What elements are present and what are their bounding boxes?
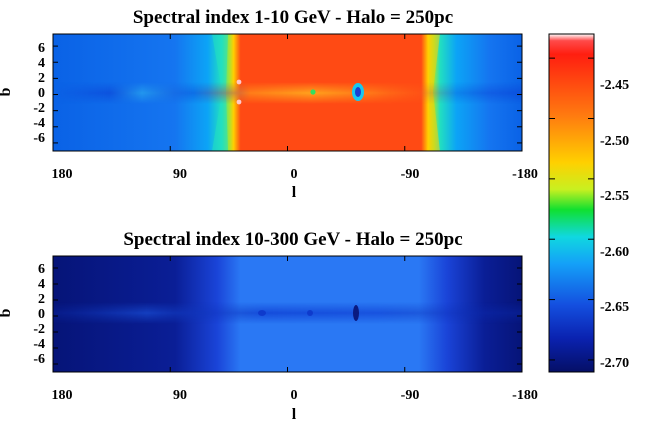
top-y-tick-label: 4 (38, 56, 45, 71)
top-y-tick-label: 6 (38, 41, 45, 56)
top-feature-blue-core (355, 87, 361, 97)
colorbar-tick-marks (549, 57, 594, 361)
bottom-x-tick-label: -180 (512, 388, 538, 403)
colorbar-tick-label: -2.45 (600, 78, 629, 93)
bottom-x-tick-label: 180 (52, 388, 73, 403)
top-x-tick-label: 0 (291, 167, 298, 182)
bottom-y-tick-label: -6 (33, 352, 45, 367)
top-feature-hotspot-lower (236, 99, 242, 105)
bottom-x-tick-label: 90 (173, 388, 187, 403)
top-x-tick-label: -90 (401, 167, 420, 182)
bottom-chart-title: Spectral index 10-300 GeV - Halo = 250pc (123, 229, 462, 250)
top-y-tick-label: -2 (33, 101, 45, 116)
top-y-tick-label: -6 (33, 131, 45, 146)
colorbar-tick-label: -2.60 (600, 245, 629, 260)
bottom-y-tick-label: -4 (33, 337, 45, 352)
bottom-x-tick-label: -90 (401, 388, 420, 403)
colorbar: -2.45 -2.50 -2.55 -2.60 -2.65 -2.70 (548, 33, 629, 373)
bottom-y-tick-label: 0 (38, 307, 45, 322)
top-y-axis-label: b (0, 87, 14, 96)
bottom-tick-marks (52, 256, 523, 372)
bottom-x-axis-label: l (292, 406, 297, 423)
top-x-tick-label: 180 (52, 167, 73, 182)
top-y-tick-label: 0 (38, 86, 45, 101)
colorbar-gradient (548, 33, 595, 373)
colorbar-tick-label: -2.65 (600, 300, 629, 315)
top-x-axis-label: l (292, 184, 297, 201)
top-tick-marks (52, 34, 523, 151)
bottom-y-tick-label: -2 (33, 322, 45, 337)
bottom-galactic-plane-band (53, 302, 522, 324)
top-heatmap (52, 33, 523, 152)
top-feature-green-source (310, 89, 316, 95)
colorbar-tick-label: -2.70 (600, 356, 629, 371)
colorbar-tick-label: -2.55 (600, 189, 629, 204)
top-x-tick-label: -180 (512, 167, 538, 182)
colorbar-tick-label: -2.50 (600, 134, 629, 149)
top-y-tick-label: -4 (33, 116, 45, 131)
bottom-feature-dim-source (307, 310, 313, 316)
top-left-transition (212, 34, 228, 151)
top-chart-title: Spectral index 1-10 GeV - Halo = 250pc (133, 7, 453, 28)
top-x-tick-label: 90 (173, 167, 187, 182)
top-y-tick-label: 2 (38, 71, 45, 86)
bottom-x-tick-label: 0 (291, 388, 298, 403)
bottom-y-axis-label: b (0, 308, 14, 317)
top-feature-hotspot-upper (236, 79, 242, 85)
bottom-heatmap (52, 255, 523, 373)
top-right-transition (427, 34, 440, 151)
bottom-feature-dark-source (353, 305, 359, 321)
bottom-y-tick-label: 2 (38, 292, 45, 307)
bottom-feature-dim-source (258, 310, 266, 316)
bottom-y-tick-label: 4 (38, 277, 45, 292)
top-galactic-plane-band (53, 82, 522, 104)
bottom-y-tick-label: 6 (38, 262, 45, 277)
